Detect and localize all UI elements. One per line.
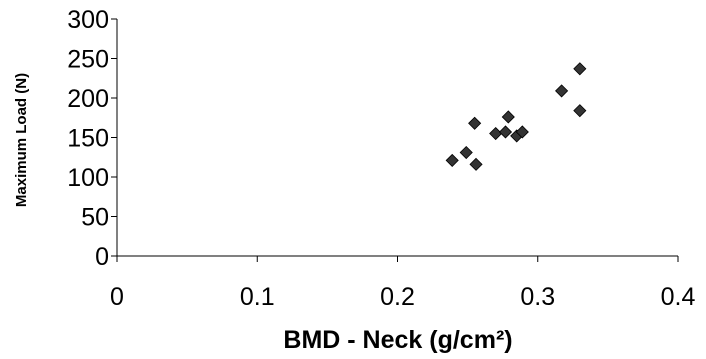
- data-point: [468, 116, 482, 130]
- y-tick-label: 50: [81, 204, 109, 232]
- data-point: [501, 110, 515, 124]
- data-point: [489, 126, 503, 141]
- data-point: [459, 145, 473, 160]
- y-tick-label: 300: [67, 6, 109, 34]
- data-point: [573, 104, 587, 118]
- x-tick-label: 0.4: [661, 283, 696, 311]
- x-tick-label: 0.3: [520, 283, 555, 311]
- data-point: [515, 125, 529, 139]
- data-point: [555, 84, 569, 98]
- data-point: [573, 62, 587, 76]
- plot-area: 0 0.1 0.2 0.3 0.4 0 50 100 150 200 250 300: [67, 6, 695, 311]
- data-points: [445, 62, 587, 171]
- data-point: [445, 153, 459, 167]
- data-point: [498, 125, 513, 139]
- y-tick-label: 250: [67, 46, 109, 74]
- y-tick-label: 150: [67, 125, 109, 153]
- x-tick-label: 0.1: [240, 283, 275, 311]
- y-axis-ticks: 0 50 100 150 200 250 300: [67, 6, 117, 271]
- data-point: [469, 157, 483, 171]
- x-axis-ticks: 0 0.1 0.2 0.3 0.4: [110, 256, 695, 311]
- y-tick-label: 0: [95, 243, 109, 271]
- y-tick-label: 200: [67, 85, 109, 113]
- y-axis-title: Maximum Load (N): [13, 73, 30, 207]
- x-tick-label: 0: [110, 283, 124, 311]
- x-tick-label: 0.2: [380, 283, 415, 311]
- x-axis-title: BMD - Neck (g/cm²): [283, 326, 512, 354]
- y-tick-label: 100: [67, 164, 109, 192]
